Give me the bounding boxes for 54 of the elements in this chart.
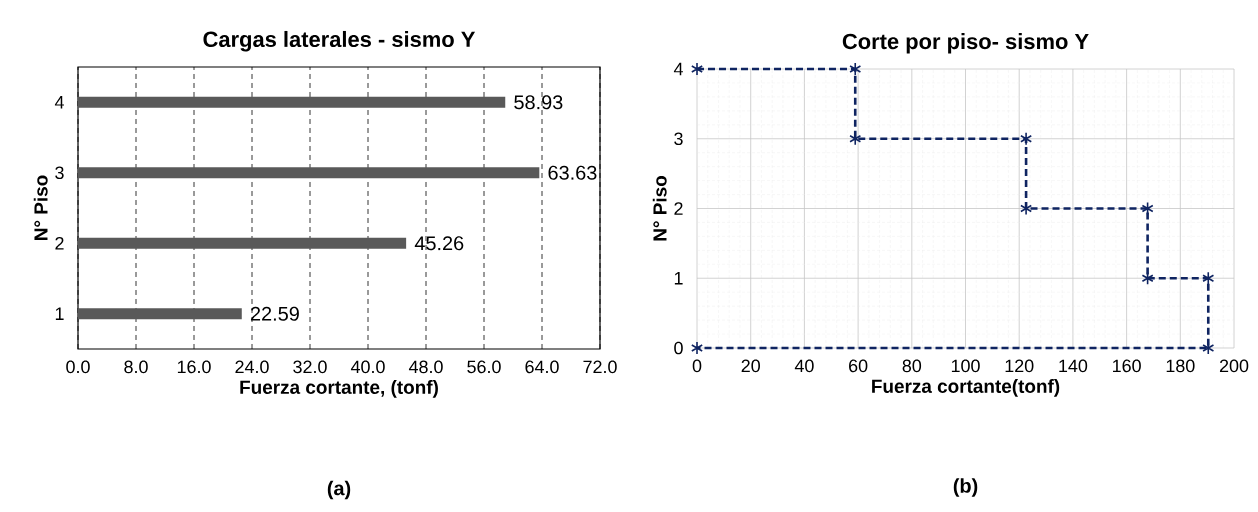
x-tick-label: 24.0: [235, 360, 269, 374]
data-label: 22.59: [250, 306, 299, 321]
point: [1202, 271, 1215, 286]
y-tick-label: 3: [55, 166, 64, 180]
bar: [78, 308, 242, 320]
x-tick-label: 140: [1059, 359, 1088, 373]
text: (a): [327, 480, 351, 500]
bar: [78, 96, 506, 108]
bar: [78, 167, 540, 179]
point: [849, 62, 862, 76]
x-tick-label: 0.0: [66, 360, 90, 374]
chart-title: Corte por piso- sismo Y: [842, 33, 1089, 54]
text: (b): [953, 478, 978, 497]
x-tick-label: 160: [1113, 359, 1141, 373]
x-tick-label: 48.0: [408, 360, 443, 374]
chart-title: Cargas laterales - sismo Y: [203, 30, 476, 52]
x-axis-title: Fuerza cortante, (tonf): [240, 380, 438, 398]
y-tick-label: 1: [55, 307, 64, 320]
point: [1141, 201, 1154, 216]
x-tick-label: 100: [951, 359, 980, 373]
x-tick-label: 56.0: [467, 360, 501, 374]
y-axis-title: N° Piso: [652, 176, 667, 241]
point: [1202, 341, 1215, 355]
data-label: 45.26: [414, 236, 464, 251]
x-tick-label: 32.0: [293, 360, 327, 374]
x-tick-label: 60: [849, 359, 868, 373]
x-tick-label: 20: [741, 359, 760, 373]
data-label: 63.63: [548, 165, 597, 180]
y-axis-title: N° Piso: [33, 175, 48, 240]
x-tick-label: 200: [1219, 359, 1249, 373]
point: [1020, 131, 1033, 146]
y-tick-label: 2: [55, 236, 64, 250]
x-tick-label: 120: [1005, 359, 1034, 373]
x-tick-label: 80: [902, 359, 922, 373]
y-tick-label: 4: [54, 96, 64, 109]
x-tick-label: 40: [794, 359, 814, 373]
x-tick-label: 16.0: [177, 360, 211, 374]
x-tick-label: 0: [692, 359, 702, 373]
x-tick-label: 72.0: [583, 360, 617, 374]
point: [691, 62, 703, 76]
y-tick-label: 1: [674, 272, 683, 285]
x-tick-label: 40.0: [350, 360, 385, 374]
bar: [78, 237, 407, 249]
point: [691, 341, 703, 355]
point: [1141, 271, 1154, 286]
x-tick-label: 64.0: [525, 360, 559, 374]
data-label: 58.93: [514, 95, 563, 110]
y-tick-label: 3: [674, 132, 683, 146]
y-tick-label: 4: [673, 62, 683, 76]
x-axis-title: Fuerza cortante(tonf): [872, 379, 1060, 397]
x-tick-label: 180: [1166, 359, 1195, 373]
y-tick-label: 2: [674, 202, 683, 215]
y-tick-label: 0: [674, 341, 683, 355]
x-tick-label: 8.0: [124, 360, 148, 374]
